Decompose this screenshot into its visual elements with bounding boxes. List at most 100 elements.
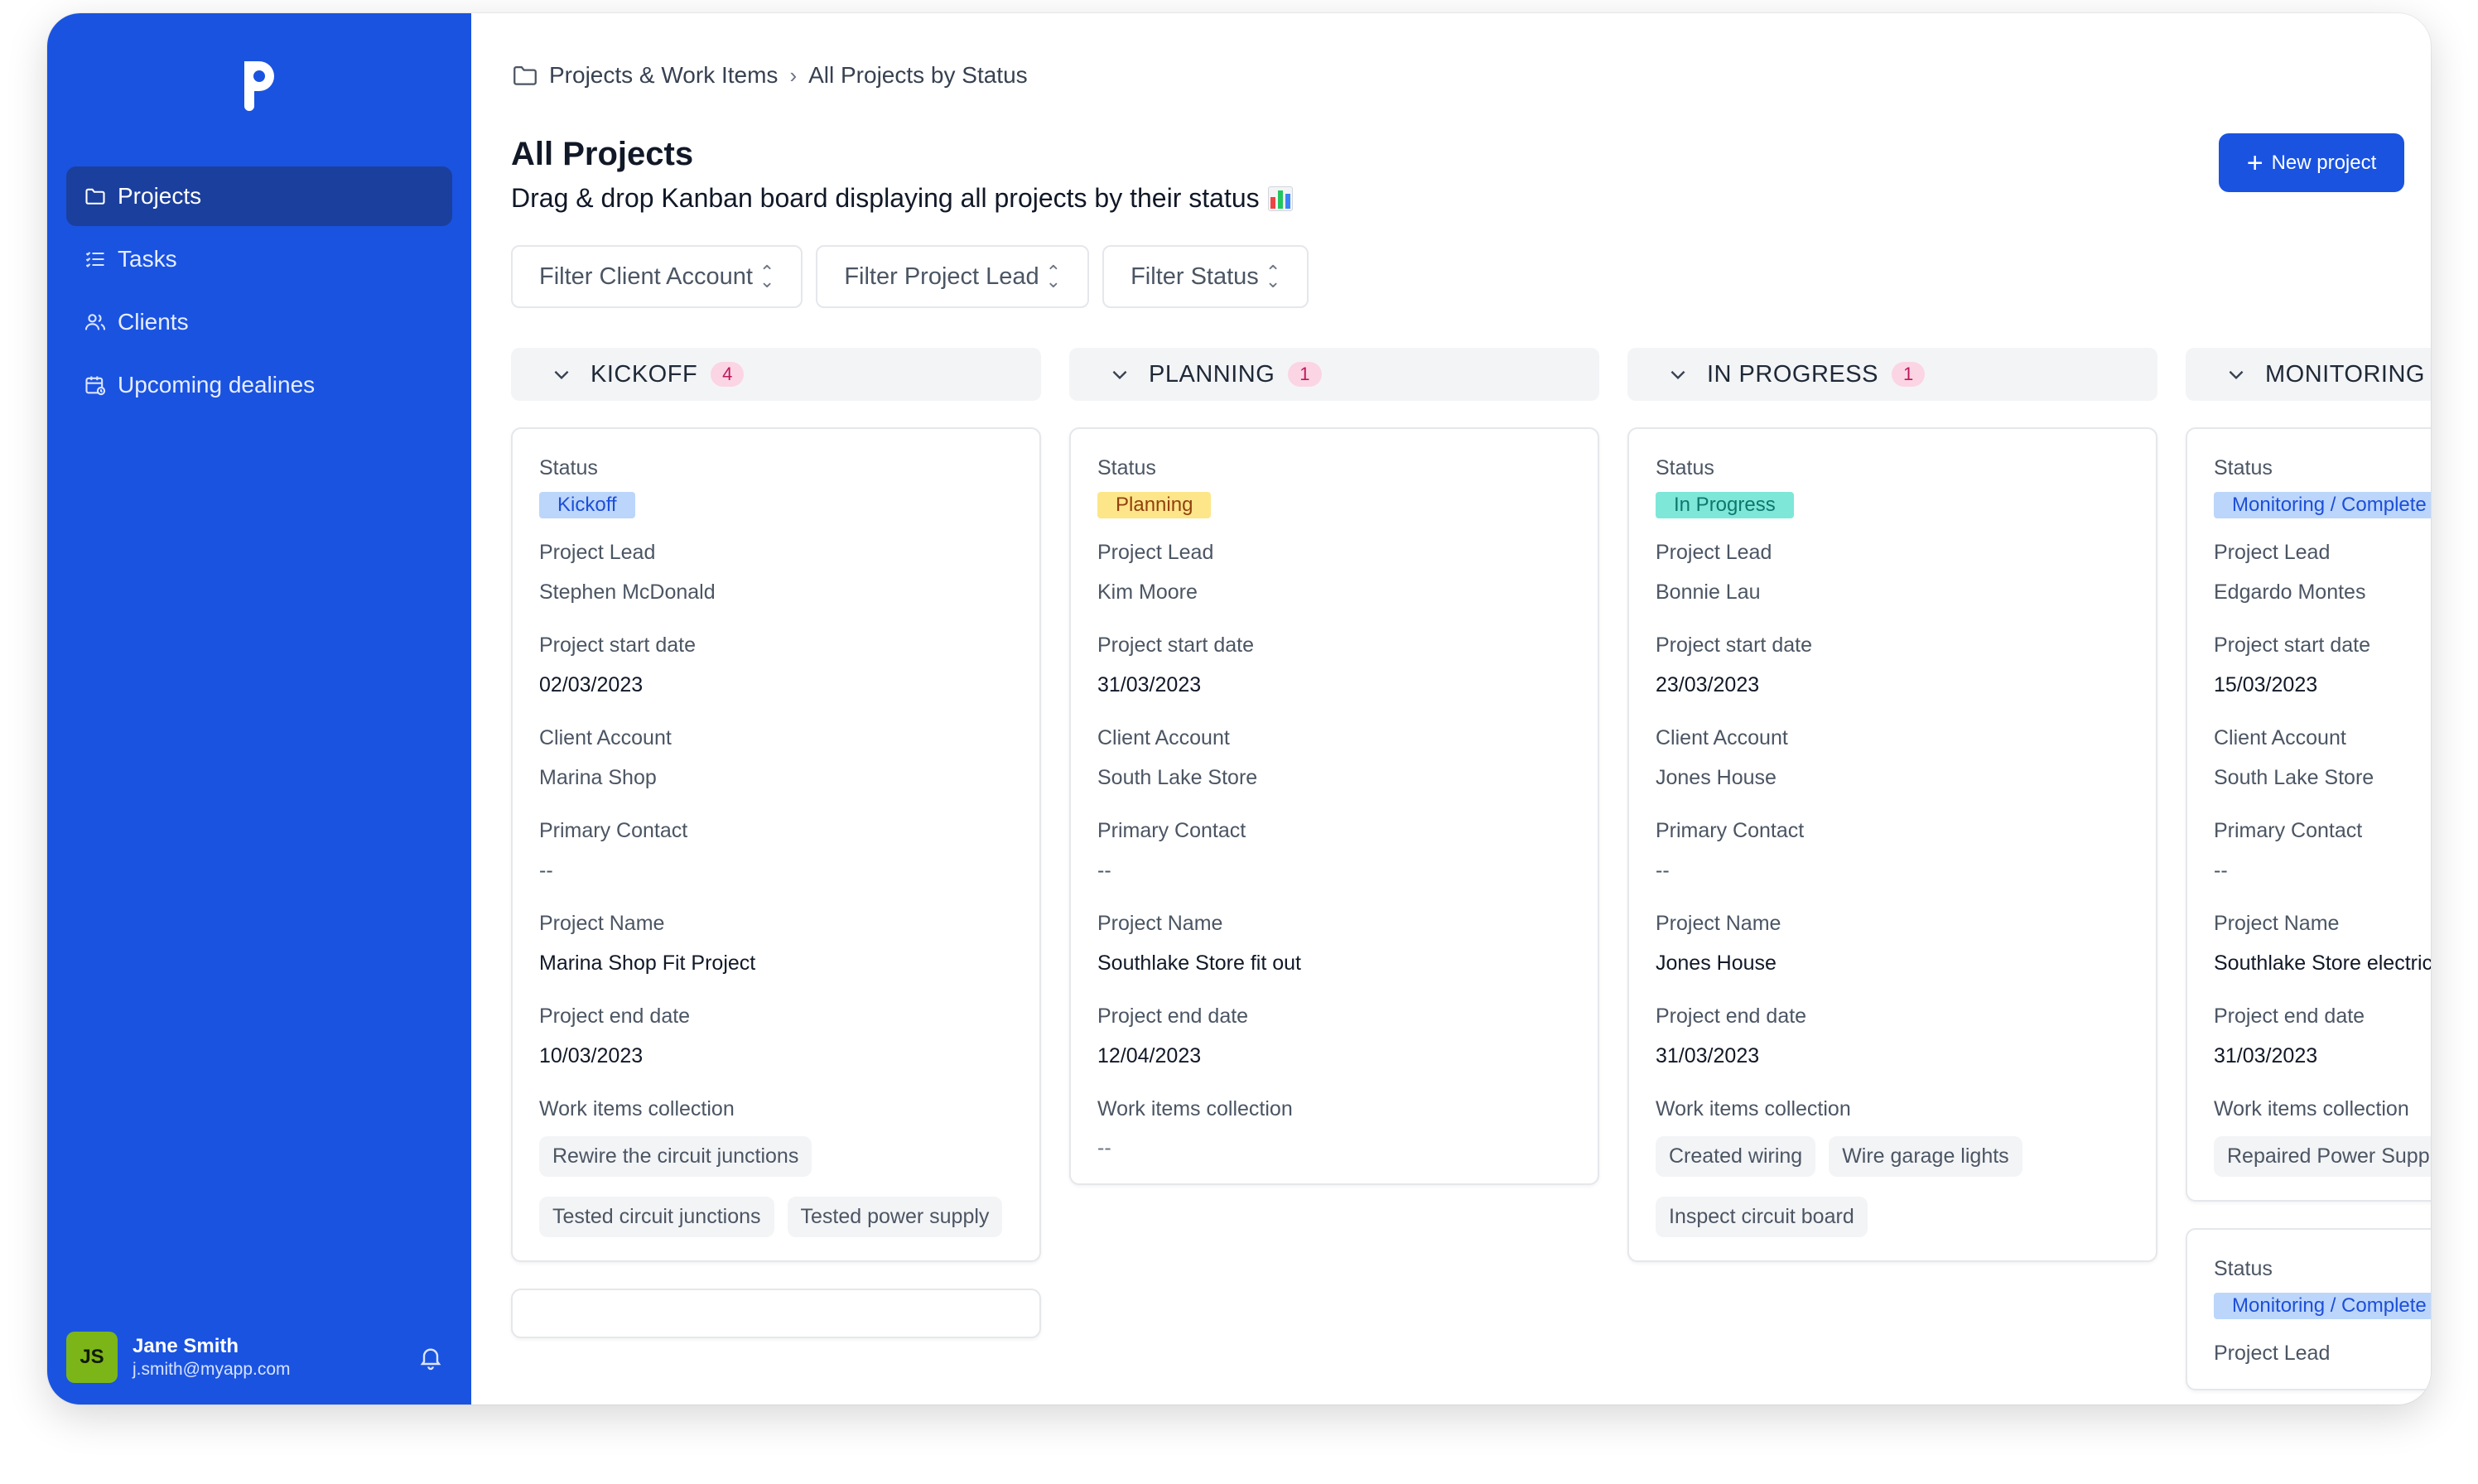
project-card[interactable]: Status Planning Project Lead Kim Moore P… [1069, 427, 1599, 1185]
field-label: Primary Contact [1656, 819, 1805, 842]
field-label: Project end date [2214, 1005, 2365, 1028]
end-date-value: 31/03/2023 [2214, 1044, 2318, 1067]
column-count-badge: 4 [711, 362, 745, 387]
chevron-down-icon[interactable] [2225, 364, 2247, 385]
field-label: Work items collection [2214, 1097, 2409, 1120]
project-lead-value: Kim Moore [1097, 581, 1198, 604]
calendar-icon [83, 373, 108, 398]
field-label: Client Account [539, 726, 672, 749]
project-card[interactable]: Status Monitoring / Complete Project Lea… [2186, 427, 2431, 1202]
client-account-value: South Lake Store [1097, 766, 1258, 789]
work-item-tag[interactable]: Repaired Power Supply [2214, 1136, 2431, 1177]
breadcrumb-current: All Projects by Status [808, 62, 1028, 88]
chevron-down-icon[interactable] [551, 364, 572, 385]
field-label: Project start date [2214, 634, 2370, 657]
breadcrumb: Projects & Work Items › All Projects by … [511, 61, 1028, 89]
work-items-empty: -- [1097, 1136, 1111, 1159]
project-lead-value: Edgardo Montes [2214, 581, 2366, 604]
end-date-value: 10/03/2023 [539, 1044, 644, 1067]
field-label: Project Lead [2214, 541, 2331, 564]
column-header[interactable]: IN PROGRESS 1 [1627, 348, 2157, 401]
filter-label: Filter Project Lead [844, 263, 1039, 290]
field-label: Status [1097, 456, 1156, 479]
column-title: PLANNING [1149, 360, 1275, 388]
project-card[interactable]: Status In Progress Project Lead Bonnie L… [1627, 427, 2157, 1262]
work-items-list: Created wiring Wire garage lights Inspec… [1656, 1136, 2129, 1237]
field-label: Status [1656, 456, 1714, 479]
field-label: Project Name [2214, 912, 2340, 935]
field-label: Status [2214, 456, 2273, 479]
breadcrumb-separator: › [789, 62, 798, 88]
client-account-value: Jones House [1656, 766, 1777, 789]
field-label: Project Lead [1097, 541, 1214, 564]
work-item-tag[interactable]: Tested circuit junctions [539, 1197, 774, 1237]
field-label: Project start date [1097, 634, 1254, 657]
user-name: Jane Smith [133, 1335, 239, 1357]
breadcrumb-parent[interactable]: Projects & Work Items [549, 62, 779, 88]
field-label: Work items collection [1656, 1097, 1851, 1120]
sidebar-item-label: Tasks [118, 246, 177, 272]
status-badge: In Progress [1656, 492, 1794, 518]
project-card[interactable]: Status Kickoff Project Lead Stephen McDo… [511, 427, 1041, 1262]
user-profile[interactable]: JS Jane Smith j.smith@myapp.com [66, 1330, 452, 1385]
end-date-value: 31/03/2023 [1656, 1044, 1760, 1067]
primary-contact-value: -- [2214, 859, 2228, 882]
new-project-button-label: New project [2271, 151, 2377, 174]
folder-icon [83, 184, 108, 209]
sidebar-item-projects[interactable]: Projects [66, 166, 452, 226]
users-icon [83, 310, 108, 335]
sort-icon: ⌃ ⌄ [759, 262, 775, 292]
column-header[interactable]: PLANNING 1 [1069, 348, 1599, 401]
sidebar-nav: Projects Tasks Clients Upcoming dealines [66, 166, 452, 418]
field-label: Client Account [1656, 726, 1788, 749]
folder-icon [513, 65, 537, 85]
field-label: Primary Contact [1097, 819, 1246, 842]
page-subtitle: Drag & drop Kanban board displaying all … [511, 183, 1293, 214]
bar-chart-icon [1267, 186, 1293, 211]
client-account-value: Marina Shop [539, 766, 657, 789]
page-title: All Projects [511, 136, 694, 172]
project-card[interactable] [511, 1289, 1041, 1338]
column-count-badge: 1 [1288, 362, 1322, 387]
filter-project-lead[interactable]: Filter Project Lead ⌃ ⌄ [816, 245, 1090, 308]
field-label: Project start date [1656, 634, 1812, 657]
kanban-board: KICKOFF 4 Status Kickoff Project Lead St… [511, 348, 2431, 1390]
field-label: Status [539, 456, 598, 479]
sidebar-item-upcoming-deadlines[interactable]: Upcoming dealines [66, 355, 452, 415]
app-window: Projects Tasks Clients Upcoming dealines [47, 13, 2431, 1404]
filter-client-account[interactable]: Filter Client Account ⌃ ⌄ [511, 245, 803, 308]
work-item-tag[interactable]: Tested power supply [787, 1197, 1003, 1237]
field-label: Project Name [539, 912, 665, 935]
column-in-progress: IN PROGRESS 1 Status In Progress Project… [1627, 348, 2157, 1390]
status-badge: Kickoff [539, 492, 635, 518]
column-header[interactable]: MONITORING / [2186, 348, 2431, 401]
status-badge: Planning [1097, 492, 1212, 518]
work-item-tag[interactable]: Wire garage lights [1829, 1136, 2022, 1177]
page-subtitle-text: Drag & drop Kanban board displaying all … [511, 183, 1260, 213]
field-label: Project end date [1656, 1005, 1807, 1028]
work-item-tag[interactable]: Inspect circuit board [1656, 1197, 1868, 1237]
chevron-down-icon[interactable] [1109, 364, 1131, 385]
sidebar-item-clients[interactable]: Clients [66, 292, 452, 352]
filter-status[interactable]: Filter Status ⌃ ⌄ [1102, 245, 1309, 308]
app-logo-icon[interactable] [239, 58, 279, 111]
avatar: JS [66, 1332, 118, 1383]
primary-contact-value: -- [1097, 859, 1111, 882]
field-label: Project Lead [539, 541, 656, 564]
new-project-button[interactable]: + New project [2219, 133, 2404, 192]
column-header[interactable]: KICKOFF 4 [511, 348, 1041, 401]
sidebar-item-label: Clients [118, 309, 189, 335]
end-date-value: 12/04/2023 [1097, 1044, 1202, 1067]
client-account-value: South Lake Store [2214, 766, 2374, 789]
work-item-tag[interactable]: Created wiring [1656, 1136, 1816, 1177]
chevron-down-icon[interactable] [1667, 364, 1689, 385]
primary-contact-value: -- [1656, 859, 1670, 882]
field-label: Project Name [1656, 912, 1781, 935]
field-label: Primary Contact [539, 819, 688, 842]
field-label: Project Name [1097, 912, 1223, 935]
bell-icon[interactable] [417, 1344, 444, 1371]
sidebar-item-tasks[interactable]: Tasks [66, 229, 452, 289]
sidebar: Projects Tasks Clients Upcoming dealines [47, 13, 471, 1404]
work-item-tag[interactable]: Rewire the circuit junctions [539, 1136, 812, 1177]
project-card[interactable]: Status Monitoring / Complete Project Lea… [2186, 1228, 2431, 1390]
